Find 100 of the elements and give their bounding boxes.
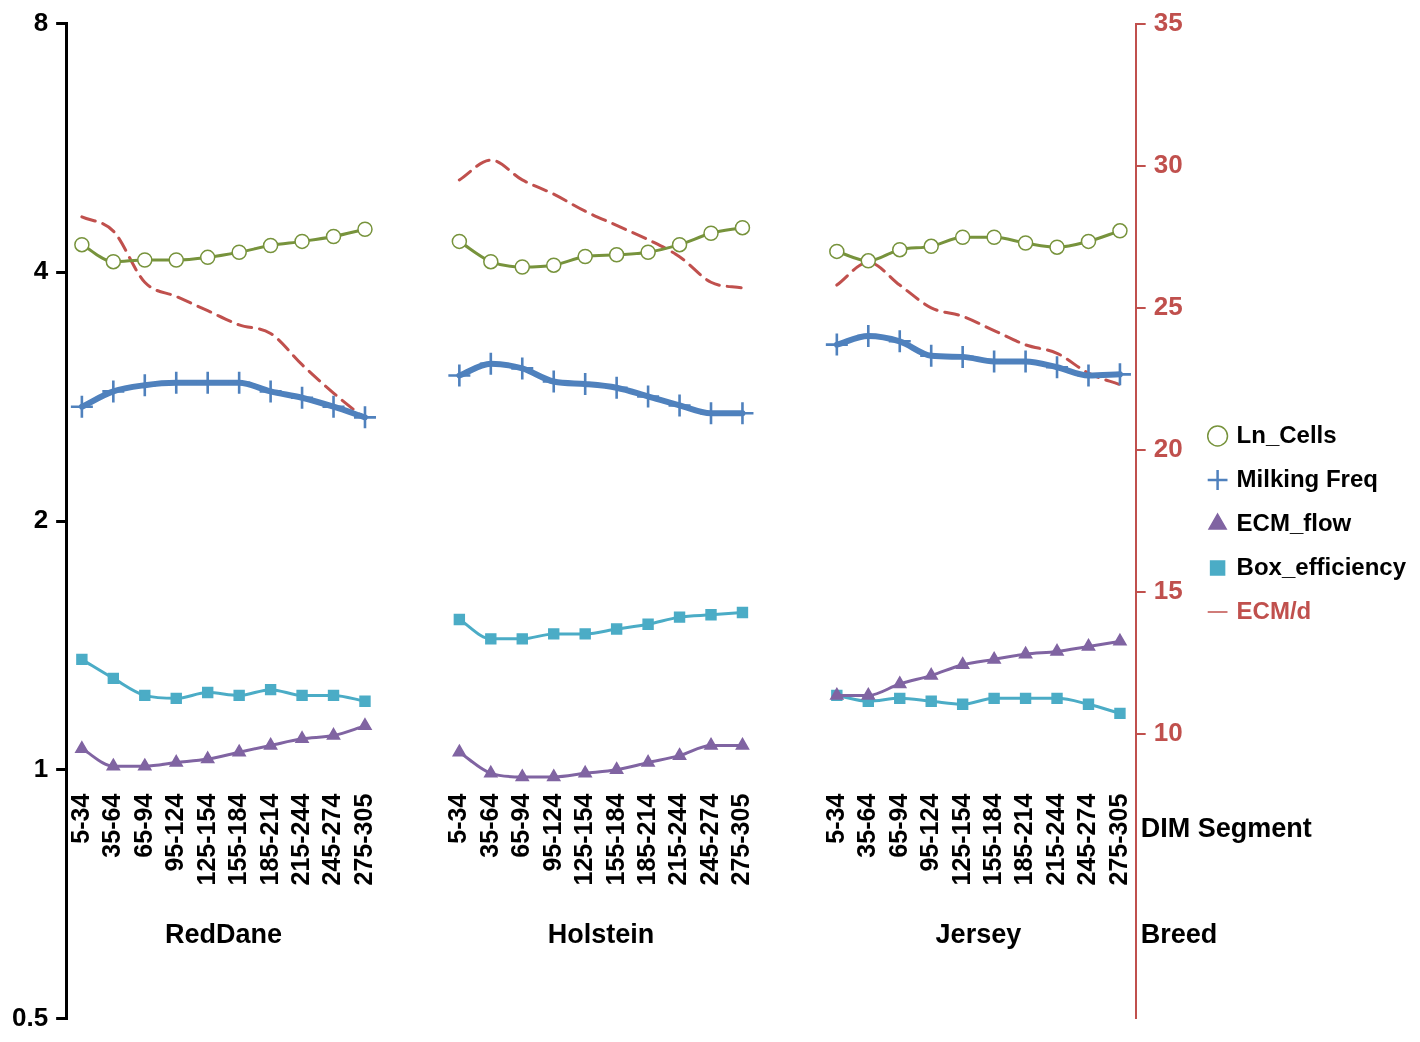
point xyxy=(106,758,121,771)
point xyxy=(102,380,125,403)
point xyxy=(453,613,466,626)
y2-tick-label: 30 xyxy=(1153,148,1183,179)
point xyxy=(1049,239,1065,255)
point xyxy=(705,609,717,621)
point xyxy=(325,228,342,245)
point xyxy=(548,628,560,640)
y2-tick-label: 20 xyxy=(1153,433,1183,464)
x-tick-label: 275-305 xyxy=(1103,793,1132,886)
point xyxy=(169,754,184,767)
point xyxy=(668,394,691,417)
y-tick-label: 2 xyxy=(33,504,49,535)
x-tick-label: 245-274 xyxy=(317,793,346,886)
legend-label: ECM_flow xyxy=(1236,508,1352,536)
point xyxy=(609,761,624,774)
point xyxy=(485,633,497,645)
point xyxy=(76,653,88,666)
point xyxy=(577,248,593,265)
x-tick-label: 185-214 xyxy=(1009,793,1038,886)
point xyxy=(671,236,688,253)
point xyxy=(546,769,561,782)
point xyxy=(1082,698,1095,710)
point xyxy=(825,333,848,356)
point xyxy=(515,769,530,782)
point xyxy=(137,758,152,771)
point xyxy=(262,237,279,254)
point xyxy=(829,243,845,260)
x-tick-label: 95-124 xyxy=(537,793,566,872)
point xyxy=(259,380,282,403)
point xyxy=(955,656,970,669)
x-tick-label: 215-244 xyxy=(663,793,692,886)
x-tick-label: 185-214 xyxy=(254,793,283,886)
point xyxy=(1018,646,1033,659)
point xyxy=(956,698,969,710)
point xyxy=(1046,356,1069,379)
point xyxy=(137,252,153,268)
point xyxy=(1050,643,1064,656)
x-tick-label: 35-64 xyxy=(474,793,503,858)
point xyxy=(734,219,751,236)
point xyxy=(264,683,277,696)
point xyxy=(326,727,341,740)
point xyxy=(199,249,216,266)
point xyxy=(359,695,371,708)
point xyxy=(923,238,939,255)
x-tick-label: 215-244 xyxy=(285,793,314,886)
point xyxy=(640,244,656,260)
point xyxy=(672,747,687,760)
legend-label: Ln_Cells xyxy=(1236,420,1337,448)
point xyxy=(484,765,498,778)
x-tick-label: 65-94 xyxy=(883,793,912,858)
x-tick-label: 35-64 xyxy=(852,793,881,858)
y2-tick-label: 10 xyxy=(1153,717,1183,748)
point xyxy=(75,741,89,754)
legend-label: Box_efficiency xyxy=(1236,552,1407,580)
x-tick-label: 245-274 xyxy=(1072,793,1101,886)
x-tick-label: 125-154 xyxy=(946,793,975,886)
point xyxy=(1112,223,1128,239)
point xyxy=(231,244,247,260)
point xyxy=(511,357,534,380)
point xyxy=(327,689,340,702)
point xyxy=(70,395,93,418)
point xyxy=(925,695,937,708)
point xyxy=(860,253,877,269)
point xyxy=(1114,707,1126,720)
point xyxy=(986,229,1002,246)
x-tick-label: 215-244 xyxy=(1040,793,1069,886)
point xyxy=(233,689,245,702)
point xyxy=(892,241,908,258)
annotation: RedDane xyxy=(164,918,282,949)
point xyxy=(483,253,499,270)
point xyxy=(452,744,467,757)
point xyxy=(673,611,686,623)
x-tick-label: 5-34 xyxy=(443,793,472,844)
point xyxy=(641,754,655,767)
point xyxy=(861,687,876,700)
x-tick-label: 155-184 xyxy=(223,793,252,886)
text: Breed xyxy=(1140,918,1218,949)
point xyxy=(202,686,214,699)
x-axis-title: DIM Segment xyxy=(1140,813,1312,844)
point xyxy=(263,737,278,750)
point xyxy=(1113,633,1127,646)
point xyxy=(579,628,591,640)
point xyxy=(74,236,90,253)
x-tick-label: 5-34 xyxy=(65,793,94,844)
point xyxy=(703,225,719,241)
point xyxy=(322,395,345,418)
point xyxy=(291,386,314,409)
point xyxy=(1051,692,1063,705)
x-tick-label: 155-184 xyxy=(978,793,1007,886)
legend-label: ECM/d xyxy=(1236,596,1312,624)
annotation: Jersey xyxy=(935,918,1022,949)
point xyxy=(168,252,184,268)
point xyxy=(888,330,911,353)
point xyxy=(578,765,592,778)
point xyxy=(988,692,1000,705)
point xyxy=(353,406,376,429)
x-tick-label: 95-124 xyxy=(160,793,189,872)
point xyxy=(545,257,562,273)
y-tick-label: 4 xyxy=(33,255,49,286)
